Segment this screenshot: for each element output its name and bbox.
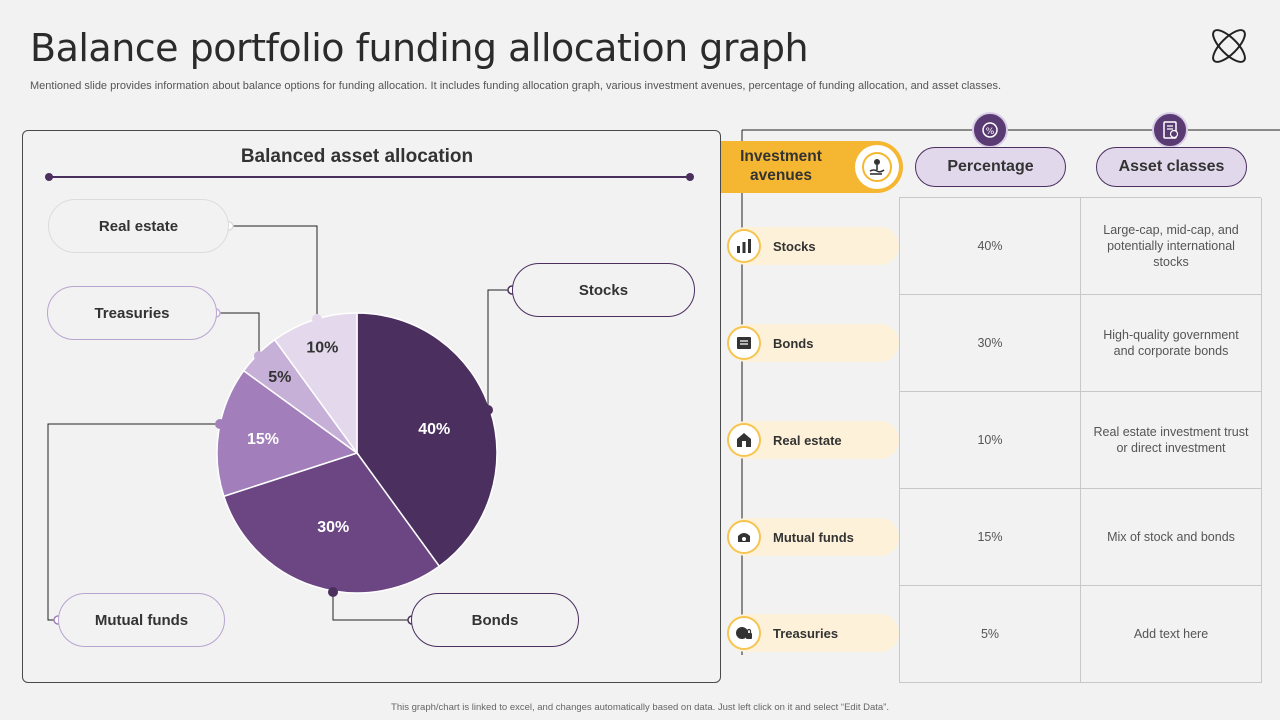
callout-bonds: Bonds: [411, 593, 579, 647]
callout-stocks: Stocks: [512, 263, 695, 317]
avenue-label: Treasuries: [773, 625, 839, 641]
callout-real-estate: Real estate: [48, 199, 229, 253]
pie-data-label: 15%: [247, 431, 279, 448]
real-estate-icon: [727, 423, 761, 457]
cell-asset-real-estate: Real estate investment trust or direct i…: [1081, 392, 1262, 489]
asset-classes-header: Asset classes: [1096, 147, 1247, 187]
cell-asset-treasuries: Add text here: [1081, 586, 1262, 683]
avenue-row-mutual-funds: Mutual funds: [727, 518, 899, 556]
treasuries-icon: [727, 616, 761, 650]
cell-percentage-stocks: 40%: [900, 198, 1081, 295]
avenue-label: Mutual funds: [773, 529, 854, 545]
svg-text:%: %: [986, 127, 995, 137]
pie-data-label: 30%: [317, 519, 349, 536]
cell-asset-stocks: Large-cap, mid-cap, and potentially inte…: [1081, 198, 1262, 295]
avenue-row-bonds: Bonds: [727, 324, 899, 362]
investment-hand-icon: [855, 145, 899, 189]
document-dollar-icon: [1152, 112, 1188, 148]
investment-avenues-label: Investment avenues: [740, 148, 822, 184]
pie-slice-bonds: [222, 452, 441, 594]
avenue-label: Stocks: [773, 238, 816, 254]
percentage-badge-icon: %: [972, 112, 1008, 148]
avenue-row-treasuries: Treasuries: [727, 614, 899, 652]
atom-orbit-icon: [1205, 22, 1253, 70]
cell-percentage-real-estate: 10%: [900, 392, 1081, 489]
bonds-icon: [727, 326, 761, 360]
avenue-label: Bonds: [773, 335, 814, 351]
pie-slice-mutual-funds: [216, 369, 359, 498]
investment-avenues-header: Investment avenues: [721, 141, 903, 193]
mutual-funds-icon: [727, 520, 761, 554]
avenue-row-stocks: Stocks: [727, 227, 899, 265]
callout-mutual-funds: Mutual funds: [58, 593, 225, 647]
avenue-row-real-estate: Real estate: [727, 421, 899, 459]
cell-asset-mutual-funds: Mix of stock and bonds: [1081, 489, 1262, 586]
cell-percentage-treasuries: 5%: [900, 586, 1081, 683]
page-subtitle: Mentioned slide provides information abo…: [30, 80, 1002, 92]
cell-asset-bonds: High-quality government and corporate bo…: [1081, 295, 1262, 392]
page-title: Balance portfolio funding allocation gra…: [30, 26, 809, 70]
cell-percentage-mutual-funds: 15%: [900, 489, 1081, 586]
pie-data-label: 40%: [418, 421, 450, 438]
stocks-icon: [727, 229, 761, 263]
pie-data-label: 10%: [306, 339, 338, 356]
footer-note: This graph/chart is linked to excel, and…: [391, 702, 889, 713]
pie-data-label: 5%: [268, 369, 291, 386]
callout-treasuries: Treasuries: [47, 286, 217, 340]
avenue-label: Real estate: [773, 432, 842, 448]
cell-percentage-bonds: 30%: [900, 295, 1081, 392]
percentage-header: Percentage: [915, 147, 1066, 187]
chart-title: Balanced asset allocation: [240, 146, 474, 167]
data-table: 40% Large-cap, mid-cap, and potentially …: [899, 197, 1262, 683]
